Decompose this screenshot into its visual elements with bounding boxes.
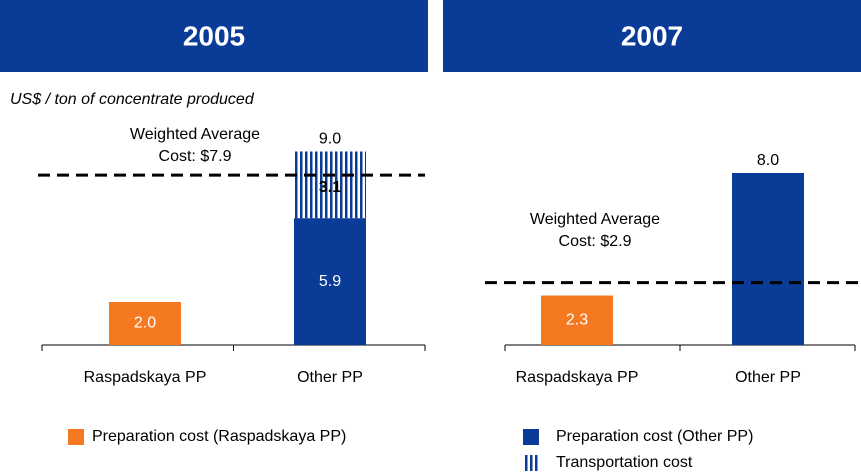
value-label: 3.1 bbox=[319, 179, 341, 196]
panel-header bbox=[0, 0, 428, 72]
legend-swatch bbox=[523, 429, 539, 445]
reference-label: Cost: $7.9 bbox=[159, 148, 232, 165]
reference-label: Weighted Average bbox=[130, 126, 260, 143]
bar-segment bbox=[541, 295, 613, 345]
x-tick-label: Raspadskaya PP bbox=[516, 369, 639, 386]
x-tick-label: Other PP bbox=[297, 369, 363, 386]
bar-segment bbox=[732, 173, 804, 345]
reference-label: Weighted Average bbox=[530, 211, 660, 228]
bar-segment bbox=[294, 218, 366, 345]
panel-title: 2007 bbox=[621, 20, 683, 51]
total-label: 9.0 bbox=[319, 131, 341, 148]
panel-header bbox=[443, 0, 861, 72]
bar-segment bbox=[294, 151, 366, 219]
value-label: 5.9 bbox=[319, 273, 341, 290]
reference-label: Cost: $2.9 bbox=[559, 233, 632, 250]
total-label: 8.0 bbox=[757, 152, 779, 169]
panel-title: 2005 bbox=[183, 20, 245, 51]
subtitle: US$ / ton of concentrate produced bbox=[10, 91, 255, 108]
legend-label: Preparation cost (Other PP) bbox=[556, 428, 753, 445]
legend-label: Preparation cost (Raspadskaya PP) bbox=[92, 428, 346, 445]
x-tick-label: Other PP bbox=[735, 369, 801, 386]
legend-swatch bbox=[523, 455, 539, 471]
x-tick-label: Raspadskaya PP bbox=[84, 369, 207, 386]
legend-label: Transportation cost bbox=[556, 454, 693, 471]
value-label: 2.3 bbox=[566, 311, 588, 328]
legend-swatch bbox=[68, 429, 84, 445]
value-label: 2.0 bbox=[134, 315, 156, 332]
bar-segment bbox=[109, 302, 181, 345]
